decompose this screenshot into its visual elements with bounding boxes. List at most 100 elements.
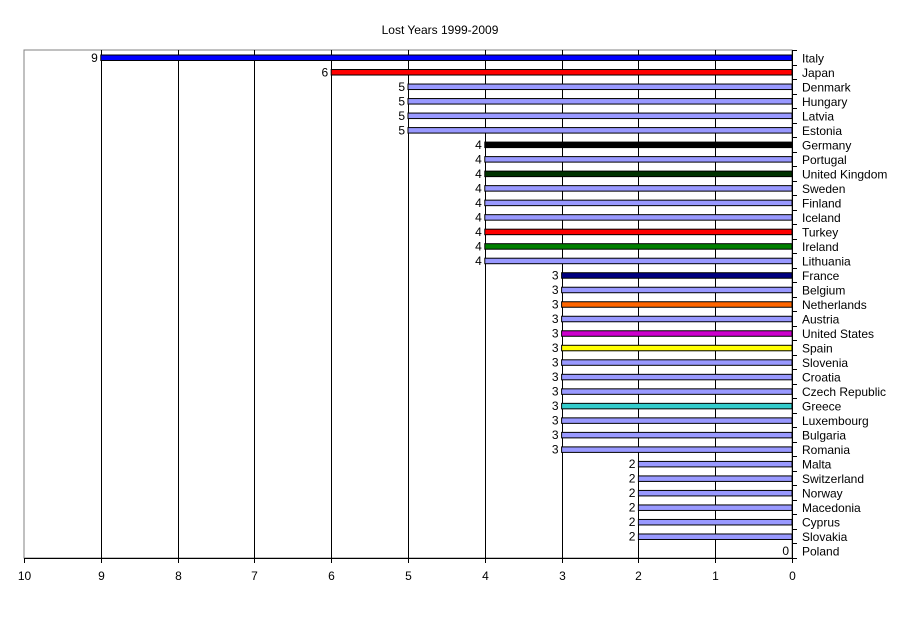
value-label: 4: [475, 138, 482, 152]
bar-united-states: [561, 330, 793, 337]
value-label: 0: [782, 544, 789, 558]
x-tick-label: 6: [328, 569, 335, 583]
value-label: 3: [552, 414, 559, 428]
value-label: 4: [475, 152, 482, 166]
bar-czech-republic: [561, 388, 793, 395]
bar-slovenia: [561, 359, 793, 366]
bar-denmark: [407, 83, 793, 91]
category-label: Romania: [802, 443, 850, 457]
x-tick-label: 10: [18, 569, 32, 583]
category-label: Denmark: [802, 80, 852, 94]
category-label: Croatia: [802, 371, 841, 385]
chart-title: Lost Years 1999-2009: [382, 23, 499, 37]
x-tick-label: 1: [712, 569, 719, 583]
bar-estonia: [407, 127, 793, 134]
category-label: Iceland: [802, 211, 841, 225]
value-label: 3: [552, 385, 559, 399]
category-label: Italy: [802, 51, 824, 65]
bar-netherlands: [561, 301, 793, 308]
category-label: Portugal: [802, 153, 847, 167]
bar-iceland: [484, 214, 793, 221]
bar-greece: [561, 402, 793, 410]
category-label: Sweden: [802, 182, 845, 196]
bar-austria: [561, 315, 793, 323]
value-label: 3: [552, 399, 559, 413]
category-label: Bulgaria: [802, 429, 846, 443]
bar-croatia: [561, 373, 793, 381]
bar-cyprus: [637, 518, 793, 526]
category-label: Turkey: [802, 225, 838, 239]
value-label: 3: [552, 428, 559, 442]
category-label: Cyprus: [802, 516, 840, 530]
category-label: Macedonia: [802, 501, 861, 515]
value-label: 3: [552, 443, 559, 457]
value-label: 3: [552, 298, 559, 312]
category-label: Switzerland: [802, 472, 864, 486]
category-label: Japan: [802, 66, 835, 80]
category-label: Spain: [802, 342, 833, 356]
value-label: 4: [475, 254, 482, 268]
value-label: 4: [475, 239, 482, 253]
value-label: 2: [629, 515, 636, 529]
value-label: 2: [629, 472, 636, 486]
category-label: United States: [802, 327, 874, 341]
value-label: 3: [552, 356, 559, 370]
category-label: Lithuania: [802, 254, 851, 268]
category-label: Ireland: [802, 240, 839, 254]
bar-slovakia: [637, 533, 793, 540]
value-label: 2: [629, 530, 636, 544]
bar-germany: [484, 141, 793, 149]
category-label: Netherlands: [802, 298, 867, 312]
value-label: 5: [398, 94, 405, 108]
value-label: 4: [475, 167, 482, 181]
category-label: Belgium: [802, 283, 845, 297]
value-label: 9: [91, 51, 98, 65]
bar-norway: [637, 489, 793, 497]
axes: [24, 50, 797, 563]
bar-turkey: [484, 228, 793, 236]
bar-bulgaria: [561, 431, 793, 439]
bar-belgium: [561, 286, 793, 294]
bar-romania: [561, 446, 793, 453]
x-tick-label: 2: [635, 569, 642, 583]
value-label: 3: [552, 370, 559, 384]
value-label: 3: [552, 283, 559, 297]
value-label: 3: [552, 312, 559, 326]
category-label: Luxembourg: [802, 414, 869, 428]
x-tick-label: 3: [559, 569, 566, 583]
x-tick-label: 9: [98, 569, 105, 583]
bar-malta: [637, 460, 793, 468]
value-label: 5: [398, 80, 405, 94]
value-label: 3: [552, 341, 559, 355]
x-tick-label: 4: [482, 569, 489, 583]
category-label: Austria: [802, 313, 840, 327]
category-label: Poland: [802, 545, 839, 559]
value-label: 2: [629, 501, 636, 515]
bar-united-kingdom: [484, 170, 793, 178]
category-label: France: [802, 269, 840, 283]
category-label: Germany: [802, 138, 851, 152]
category-label: Czech Republic: [802, 385, 886, 399]
x-tick-label: 0: [789, 569, 796, 583]
category-label: Hungary: [802, 95, 847, 109]
value-label: 3: [552, 268, 559, 282]
bar-finland: [484, 199, 793, 207]
value-label: 3: [552, 327, 559, 341]
bar-italy: [100, 54, 793, 62]
category-label: Slovakia: [802, 530, 848, 544]
value-label: 4: [475, 196, 482, 210]
category-label: Malta: [802, 458, 832, 472]
category-labels: ItalyJapanDenmarkHungaryLatviaEstoniaGer…: [802, 51, 887, 558]
category-label: Norway: [802, 487, 843, 501]
bar-japan: [330, 69, 793, 76]
bar-switzerland: [637, 475, 793, 482]
value-label: 2: [629, 457, 636, 471]
category-label: Greece: [802, 400, 842, 414]
value-label: 6: [322, 65, 329, 79]
bar-spain: [561, 344, 793, 352]
value-label: 4: [475, 225, 482, 239]
value-label: 2: [629, 486, 636, 500]
bar-lithuania: [484, 257, 793, 265]
